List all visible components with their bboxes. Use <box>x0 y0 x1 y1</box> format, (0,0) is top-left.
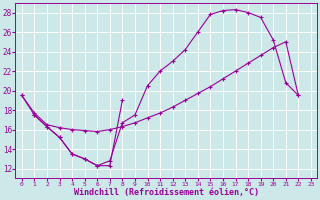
X-axis label: Windchill (Refroidissement éolien,°C): Windchill (Refroidissement éolien,°C) <box>74 188 259 197</box>
